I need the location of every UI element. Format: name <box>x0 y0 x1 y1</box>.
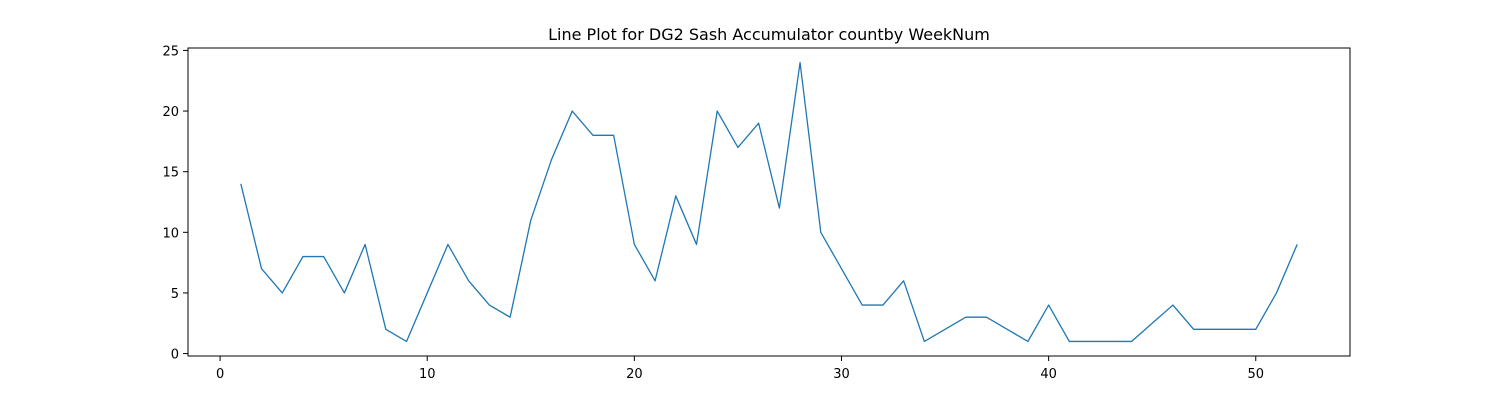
series-layer <box>241 62 1298 341</box>
x-tick-label: 30 <box>833 367 850 382</box>
plot-area <box>188 48 1350 356</box>
x-tick-label: 10 <box>419 367 436 382</box>
x-tick-label: 50 <box>1247 367 1264 382</box>
series-line <box>241 63 1297 342</box>
axis-ticks: 0 10 20 30 40 50 0 5 10 15 20 25 <box>162 44 1264 382</box>
chart-title: Line Plot for DG2 Sash Accumulator count… <box>548 25 990 44</box>
x-tick-label: 0 <box>216 367 224 382</box>
y-tick-label: 15 <box>162 166 179 181</box>
y-tick-label: 5 <box>171 287 179 302</box>
y-tick-label: 20 <box>162 105 179 120</box>
y-tick-label: 0 <box>171 348 179 363</box>
y-tick-label: 25 <box>162 44 179 59</box>
y-tick-label: 10 <box>162 226 179 241</box>
x-tick-label: 20 <box>626 367 643 382</box>
x-tick-label: 40 <box>1040 367 1057 382</box>
